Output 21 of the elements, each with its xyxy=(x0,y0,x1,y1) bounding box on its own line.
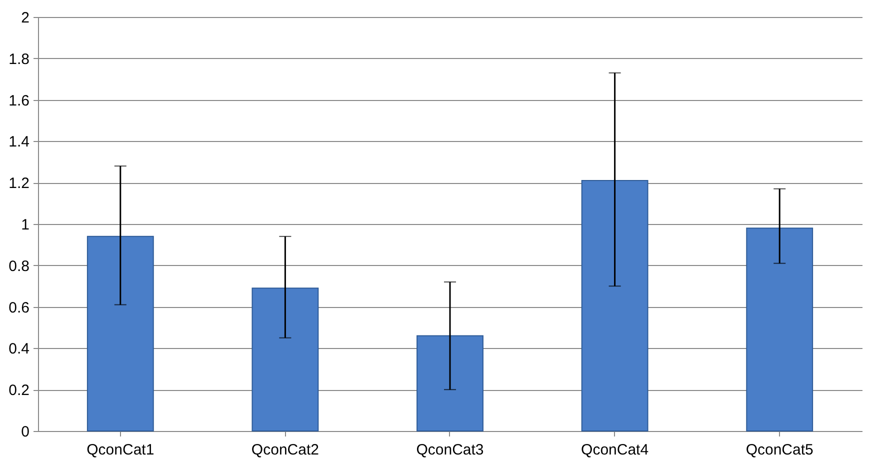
x-tick-label: QconCat1 xyxy=(86,442,154,458)
x-tick-label: QconCat3 xyxy=(416,442,484,458)
y-tick-label: 0.2 xyxy=(8,382,30,400)
y-tick-label: 0.4 xyxy=(8,340,30,358)
y-tick-label: 2 xyxy=(21,10,30,26)
y-tick-label: 0.6 xyxy=(8,299,30,316)
y-tick-label: 1.4 xyxy=(8,134,30,151)
bar xyxy=(86,236,154,432)
y-tick-label: 1.2 xyxy=(8,175,30,192)
x-tick-label: QconCat5 xyxy=(746,442,814,458)
y-tick-label: 1.8 xyxy=(8,50,30,68)
y-tick-label: 1 xyxy=(21,216,30,234)
y-tick-label: 0 xyxy=(21,424,30,440)
x-tick-label: QconCat4 xyxy=(581,442,649,458)
bar xyxy=(581,180,648,432)
bar xyxy=(252,288,319,432)
y-tick-label: 1.6 xyxy=(8,92,30,110)
y-tick-label: 0.8 xyxy=(8,258,30,275)
bar xyxy=(416,335,484,432)
bar xyxy=(746,228,814,432)
x-tick-label: QconCat2 xyxy=(251,442,319,458)
